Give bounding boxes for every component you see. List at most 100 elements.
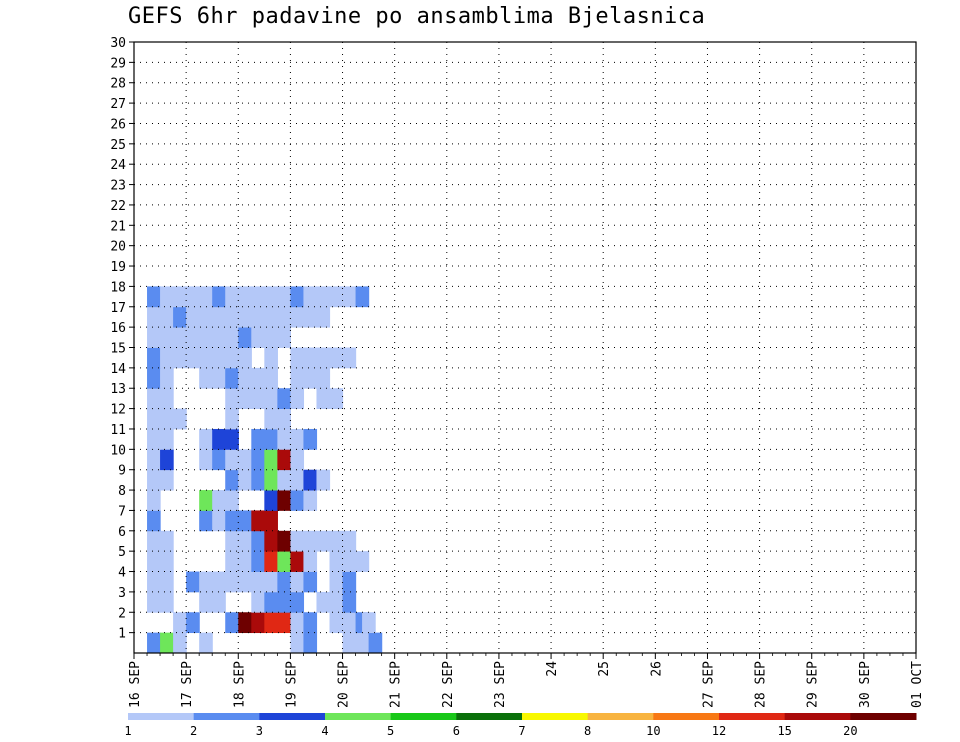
precip-cell [238, 449, 252, 471]
x-tick-label: 26 [649, 661, 664, 677]
y-tick-label: 25 [110, 138, 126, 153]
precip-cell [303, 306, 318, 328]
y-tick-label: 1 [118, 627, 126, 642]
precip-cell [264, 612, 278, 634]
x-tick-label: 18 SEP [232, 661, 247, 708]
y-tick-label: 6 [118, 525, 126, 540]
precip-cell [342, 612, 357, 634]
legend-swatch [587, 713, 654, 720]
precip-cell [264, 449, 278, 471]
precip-cell [342, 530, 357, 552]
precip-cell [290, 490, 305, 511]
precip-cell [160, 530, 174, 552]
legend-swatch [456, 713, 523, 720]
legend-swatch [193, 713, 260, 720]
precip-cell [329, 551, 344, 572]
precip-cell [290, 286, 305, 308]
x-tick-label: 16 SEP [128, 661, 143, 708]
x-tick-label: 20 SEP [337, 661, 352, 708]
y-tick-label: 28 [110, 77, 126, 92]
precip-cell [277, 469, 291, 491]
y-tick-label: 15 [110, 342, 126, 357]
legend-swatch [259, 713, 326, 720]
precip-cell [277, 327, 291, 348]
precip-cell [160, 347, 174, 369]
precip-cell [186, 612, 200, 634]
precip-cell [303, 428, 318, 450]
precip-cell [329, 571, 344, 593]
precip-cell [290, 571, 305, 593]
y-tick-label: 27 [110, 97, 126, 112]
y-tick-label: 9 [118, 464, 126, 479]
precip-cell [238, 571, 252, 593]
precip-cell [212, 449, 226, 471]
precip-cell [212, 347, 226, 369]
precip-cell [199, 306, 213, 328]
y-tick-label: 12 [110, 403, 126, 418]
precip-cell [316, 367, 331, 389]
precip-cell [251, 388, 265, 409]
precip-cell [238, 306, 252, 328]
precip-cell [186, 306, 200, 328]
precip-cell [160, 367, 174, 389]
precip-cell [147, 530, 161, 552]
precip-cell [186, 347, 200, 369]
chart-title: GEFS 6hr padavine po ansamblima Bjelasni… [128, 4, 706, 29]
precip-cell [147, 428, 161, 450]
precip-cell [212, 367, 226, 389]
x-tick-label: 29 SEP [806, 661, 821, 708]
precip-cell [251, 530, 265, 552]
precip-cell [303, 286, 318, 308]
precip-cell [147, 367, 161, 389]
precip-cell [212, 571, 226, 593]
precip-cell [264, 490, 278, 511]
precip-cell [290, 632, 305, 654]
precip-cell [212, 490, 226, 511]
precip-cell [173, 286, 187, 308]
precip-cell [173, 632, 187, 654]
precip-cell [173, 327, 187, 348]
precip-cell [147, 327, 161, 348]
precip-cell [225, 286, 239, 308]
precip-cell [199, 591, 213, 613]
precip-cell [329, 612, 344, 634]
precip-cell [160, 591, 174, 613]
y-tick-label: 19 [110, 260, 126, 275]
precip-cell [303, 469, 318, 491]
precip-cell [277, 286, 291, 308]
precip-cell [225, 530, 239, 552]
precip-cell [225, 612, 239, 634]
precip-cell [251, 510, 265, 532]
precip-cell [342, 591, 357, 613]
precip-cell [316, 388, 331, 409]
precip-cell [277, 551, 291, 572]
precip-cell [316, 306, 331, 328]
precip-cell [225, 306, 239, 328]
precip-cell [316, 530, 331, 552]
precip-cell [160, 388, 174, 409]
precip-cell [212, 327, 226, 348]
legend-label: 6 [453, 724, 460, 738]
precip-cell [238, 286, 252, 308]
precip-cell [251, 591, 265, 613]
y-tick-label: 18 [110, 280, 126, 295]
precip-cell [303, 612, 318, 634]
precip-cell [212, 510, 226, 532]
precip-cell [225, 347, 239, 369]
y-tick-label: 4 [118, 566, 126, 581]
precip-cell [303, 367, 318, 389]
precip-cell [264, 388, 278, 409]
legend-swatch [653, 713, 720, 720]
precip-cell [277, 591, 291, 613]
precip-cell [225, 327, 239, 348]
precip-cell [264, 286, 278, 308]
precip-cell [290, 306, 305, 328]
precip-cell [277, 571, 291, 593]
precip-cell [147, 388, 161, 409]
y-tick-label: 16 [110, 321, 126, 336]
precip-cell [186, 327, 200, 348]
precip-cell [160, 551, 174, 572]
legend-label: 7 [518, 724, 525, 738]
precip-cell [225, 490, 239, 511]
precip-cell [199, 490, 213, 511]
